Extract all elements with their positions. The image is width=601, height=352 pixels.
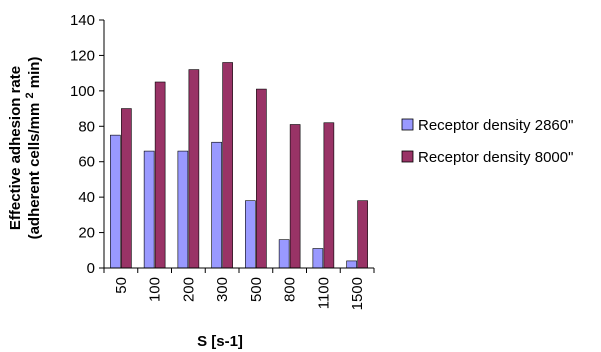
x-tick-label-200: 200	[180, 277, 197, 302]
y-tick-label: 60	[78, 154, 95, 171]
legend-label-series-1: Receptor density 2860"	[418, 117, 573, 134]
y-axis-title: Effective adhesion rate (adherent cells/…	[7, 57, 43, 240]
y-tick-label: 40	[78, 189, 95, 206]
bar-series-1-1500	[346, 260, 357, 269]
bar-series-1-50	[110, 134, 121, 269]
y-axis-title-line1: Effective adhesion rate	[7, 66, 24, 230]
y-tick-label: 100	[70, 83, 95, 100]
bar-series-2-800	[289, 124, 301, 269]
x-tick-label-1500: 1500	[349, 277, 366, 310]
x-tick-label-800: 800	[282, 277, 299, 302]
legend-label-series-2: Receptor density 8000"	[418, 149, 573, 166]
bar-series-1-800	[278, 239, 290, 269]
bar-series-2-500	[256, 88, 267, 269]
bar-series-1-300	[211, 141, 222, 269]
x-axis-title: S [s-1]	[197, 333, 243, 350]
legend-swatch-series-1	[401, 118, 414, 131]
x-tick-label-300: 300	[214, 277, 231, 302]
y-axis-title-unit: (adherent cells/mm	[26, 103, 43, 240]
y-tick-label: 20	[78, 225, 95, 242]
bar-series-2-1100	[323, 122, 335, 269]
legend: Receptor density 2860" Receptor density …	[401, 117, 573, 166]
y-axis-title-line2: (adherent cells/mm 2 min)	[20, 57, 43, 240]
bar-series-1-1100	[312, 248, 324, 269]
bar-series-2-1500	[357, 200, 368, 269]
plot-area	[110, 62, 368, 269]
y-tick-label: 80	[78, 118, 95, 135]
x-tick-label-100: 100	[147, 277, 164, 302]
x-tick-label-1100: 1100	[315, 277, 332, 309]
bar-series-1-200	[177, 150, 189, 269]
y-tick-label: 140	[70, 12, 95, 29]
x-tick-label-500: 500	[248, 277, 265, 302]
bar-series-2-100	[154, 81, 166, 269]
legend-swatch-series-2	[401, 150, 414, 163]
bar-series-2-300	[222, 62, 233, 269]
y-axis: 0 20 40 60 80 100 120 140	[70, 12, 105, 277]
bar-series-1-100	[143, 150, 155, 269]
x-tick-label-50: 50	[113, 277, 130, 294]
bar-series-1-500	[245, 200, 256, 269]
y-axis-title-unit-end: min)	[26, 57, 43, 89]
y-tick-label: 120	[70, 47, 95, 64]
x-axis: 50 100 200 300 500 800 1100 1500	[103, 267, 375, 310]
y-tick-label: 0	[87, 260, 95, 277]
y-axis-title-superscript: 2	[24, 92, 36, 98]
bar-series-2-50	[121, 108, 132, 269]
bar-series-2-200	[188, 69, 200, 269]
